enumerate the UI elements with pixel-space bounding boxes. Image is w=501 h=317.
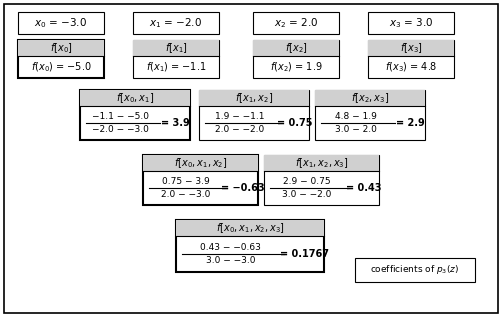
Text: $f(x_3)$ = 4.8: $f(x_3)$ = 4.8 xyxy=(384,60,436,74)
Text: $x_2$ = 2.0: $x_2$ = 2.0 xyxy=(273,16,318,30)
Bar xyxy=(18,40,104,78)
Text: $f[x_{0},x_{1},x_{2}]$: $f[x_{0},x_{1},x_{2}]$ xyxy=(173,156,227,170)
Text: $f[x_0]$: $f[x_0]$ xyxy=(50,41,72,55)
Bar xyxy=(80,90,189,106)
Bar xyxy=(367,12,453,34)
Text: 3.0 − 2.0: 3.0 − 2.0 xyxy=(334,125,376,134)
Bar xyxy=(143,155,258,205)
Text: $f(x_0)$ = −5.0: $f(x_0)$ = −5.0 xyxy=(31,60,91,74)
Bar xyxy=(133,12,218,34)
Bar xyxy=(18,40,104,56)
Text: = 2.9: = 2.9 xyxy=(395,118,424,128)
Bar xyxy=(253,40,338,78)
Text: $f[x_1]$: $f[x_1]$ xyxy=(164,41,187,55)
Text: $f[x_{0},x_{1}]$: $f[x_{0},x_{1}]$ xyxy=(116,91,154,105)
Bar xyxy=(133,40,218,56)
Text: = 0.43: = 0.43 xyxy=(346,183,381,193)
Text: 0.75 − 3.9: 0.75 − 3.9 xyxy=(161,177,209,186)
Text: $f[x_{1},x_{2},x_{3}]$: $f[x_{1},x_{2},x_{3}]$ xyxy=(294,156,348,170)
Bar xyxy=(314,90,424,140)
Text: $f[x_2]$: $f[x_2]$ xyxy=(284,41,307,55)
Text: $x_3$ = 3.0: $x_3$ = 3.0 xyxy=(388,16,432,30)
Text: 4.8 − 1.9: 4.8 − 1.9 xyxy=(334,112,376,121)
Text: = 0.75: = 0.75 xyxy=(277,118,312,128)
Bar xyxy=(253,12,338,34)
Text: $f[x_0,x_1,x_2,x_3]$: $f[x_0,x_1,x_2,x_3]$ xyxy=(215,221,284,235)
Text: −1.1 − −5.0: −1.1 − −5.0 xyxy=(92,112,149,121)
Bar xyxy=(314,90,424,106)
Bar xyxy=(198,90,309,106)
Bar xyxy=(367,40,453,56)
Text: 3.0 − −3.0: 3.0 − −3.0 xyxy=(205,256,255,265)
Bar xyxy=(18,12,104,34)
Text: $x_0$ = −3.0: $x_0$ = −3.0 xyxy=(35,16,87,30)
Text: $f[x_3]$: $f[x_3]$ xyxy=(399,41,421,55)
Bar xyxy=(198,90,309,140)
Text: = −0.63: = −0.63 xyxy=(221,183,265,193)
Text: 0.43 − −0.63: 0.43 − −0.63 xyxy=(200,243,261,252)
Bar xyxy=(264,155,378,205)
Text: 2.9 − 0.75: 2.9 − 0.75 xyxy=(282,177,330,186)
Text: = 0.1767: = 0.1767 xyxy=(280,249,329,259)
Bar xyxy=(176,220,323,272)
Bar xyxy=(367,40,453,78)
Bar xyxy=(253,40,338,56)
Bar xyxy=(176,220,323,236)
Bar xyxy=(354,258,474,282)
Text: coefficients of $p_3(z)$: coefficients of $p_3(z)$ xyxy=(370,263,458,276)
Text: 3.0 − −2.0: 3.0 − −2.0 xyxy=(281,190,331,199)
Text: 2.0 − −2.0: 2.0 − −2.0 xyxy=(214,125,264,134)
Bar xyxy=(143,155,258,171)
Text: = 3.9: = 3.9 xyxy=(161,118,190,128)
Text: $f[x_{2},x_{3}]$: $f[x_{2},x_{3}]$ xyxy=(350,91,388,105)
Bar xyxy=(264,155,378,171)
Text: 2.0 − −3.0: 2.0 − −3.0 xyxy=(160,190,210,199)
Text: −2.0 − −3.0: −2.0 − −3.0 xyxy=(92,125,149,134)
Text: $f(x_1)$ = −1.1: $f(x_1)$ = −1.1 xyxy=(145,60,206,74)
Text: $f[x_{1},x_{2}]$: $f[x_{1},x_{2}]$ xyxy=(234,91,273,105)
Bar xyxy=(80,90,189,140)
Text: 1.9 − −1.1: 1.9 − −1.1 xyxy=(214,112,264,121)
Text: $x_1$ = −2.0: $x_1$ = −2.0 xyxy=(149,16,202,30)
Text: $f(x_2)$ = 1.9: $f(x_2)$ = 1.9 xyxy=(269,60,322,74)
Bar xyxy=(133,40,218,78)
